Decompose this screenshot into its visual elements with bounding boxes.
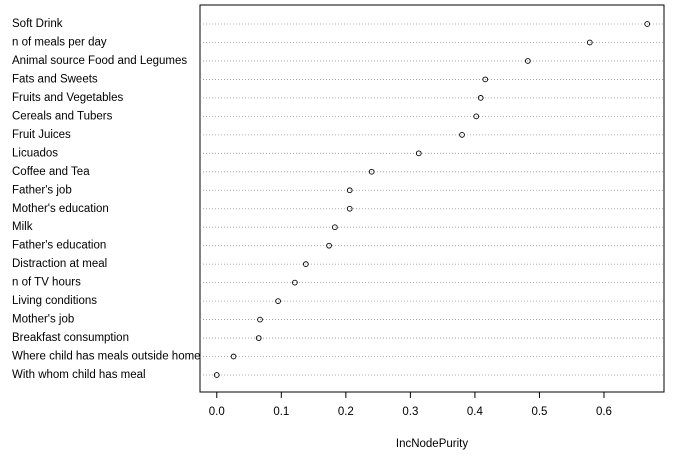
x-axis-label: IncNodePurity <box>396 438 468 450</box>
dot <box>230 353 237 360</box>
dot <box>346 205 353 212</box>
dot <box>255 335 262 341</box>
dot <box>524 58 531 64</box>
category-label: Breakfast consumption <box>12 332 129 344</box>
x-tick-label: 0.5 <box>531 406 547 418</box>
dot <box>586 39 593 46</box>
category-label: Fats and Sweets <box>12 73 98 85</box>
dot <box>302 261 309 268</box>
dot <box>644 21 651 27</box>
dot <box>346 187 353 194</box>
category-label: Animal source Food and Legumes <box>12 55 187 67</box>
dot <box>368 168 375 175</box>
category-label: Licuados <box>12 147 58 159</box>
category-label: Fruits and Vegetables <box>12 92 123 104</box>
dot <box>415 150 422 157</box>
plot-frame <box>199 4 665 393</box>
category-label: Father's education <box>12 240 106 252</box>
category-label: Coffee and Tea <box>12 166 90 178</box>
category-label: Cereals and Tubers <box>12 110 113 122</box>
x-tick-label: 0.0 <box>209 406 225 418</box>
category-label: Where child has meals outside home <box>12 351 201 363</box>
category-label: Living conditions <box>12 295 97 307</box>
category-label: Fruit Juices <box>12 129 71 141</box>
category-label: n of TV hours <box>12 277 81 289</box>
dot <box>477 95 484 101</box>
category-label: Father's job <box>12 184 72 196</box>
category-label: Mother's job <box>12 314 74 326</box>
dot <box>482 76 489 83</box>
x-tick-label: 0.4 <box>467 406 484 418</box>
x-tick-label: 0.2 <box>338 406 354 418</box>
dot <box>332 224 338 231</box>
x-tick-label: 0.3 <box>402 406 418 418</box>
category-label: n of meals per day <box>12 37 107 49</box>
dot <box>473 113 480 120</box>
x-tick-label: 0.1 <box>273 406 289 418</box>
category-label: Distraction at meal <box>12 258 107 270</box>
dot <box>257 316 263 323</box>
category-label: Milk <box>12 221 33 233</box>
dot <box>275 298 281 304</box>
category-label: With whom child has meal <box>12 369 146 381</box>
category-label: Mother's education <box>12 203 109 215</box>
dot <box>326 242 332 249</box>
x-tick-label: 0.6 <box>596 406 612 418</box>
category-label: Soft Drink <box>12 18 63 30</box>
dot <box>459 131 465 138</box>
dot <box>213 372 220 378</box>
dot <box>292 279 298 286</box>
